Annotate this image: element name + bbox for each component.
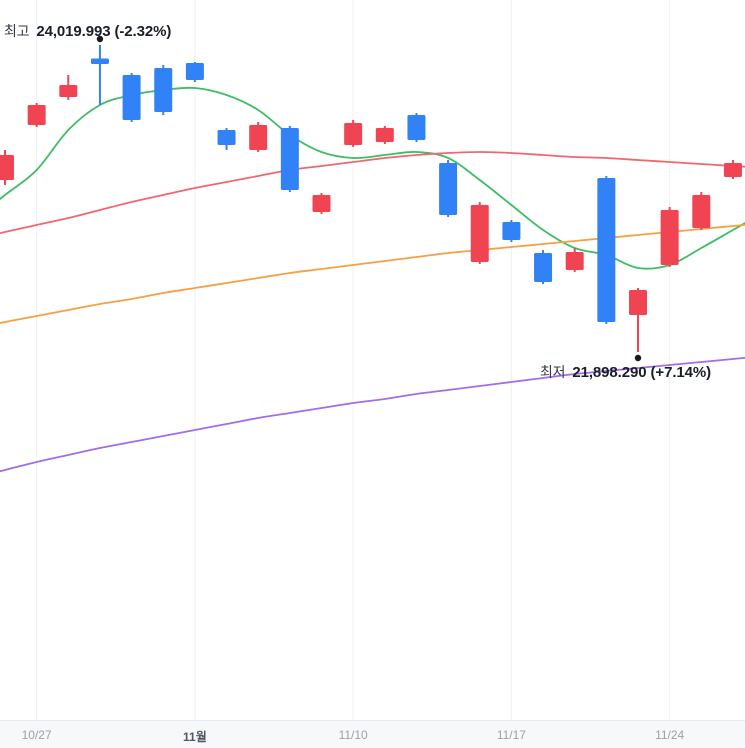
candle-body <box>249 125 268 151</box>
ma-line-ma120 <box>0 356 745 473</box>
low-marker-dot <box>634 354 642 362</box>
candle-body <box>122 74 141 120</box>
candle-body <box>629 290 647 316</box>
candle-body <box>312 195 331 213</box>
candle-body <box>597 178 616 323</box>
low-annotation-label: 최저 <box>540 364 566 380</box>
candle-body <box>344 122 363 145</box>
x-axis-label-11월: 11월 <box>183 730 207 744</box>
candle-body <box>470 205 489 262</box>
x-axis-label-11-10: 11/10 <box>338 728 368 742</box>
x-axis-label-10-27: 10/27 <box>21 728 52 742</box>
ma-line-ma20 <box>0 151 745 235</box>
high-annotation-label: 최고 <box>4 23 30 39</box>
candle-body <box>407 115 426 141</box>
candle-body <box>280 127 299 190</box>
candle-body <box>217 129 236 145</box>
ma-line-ma60 <box>0 223 745 324</box>
high-annotation-value: 24,019.993 (-2.32%) <box>36 23 172 40</box>
candle-body <box>0 154 14 180</box>
candle-body <box>375 127 394 143</box>
candle-body <box>27 105 46 126</box>
candle-body <box>534 252 553 282</box>
candle-body <box>185 62 204 81</box>
high-marker-dot <box>96 35 104 43</box>
candle-body <box>439 162 458 216</box>
high-annotation: 최고 24,019.993 (-2.32%) <box>4 21 171 41</box>
x-axis-label-11-24: 11/24 <box>655 728 685 742</box>
candle-body <box>154 68 173 112</box>
x-axis-label-11-17: 11/17 <box>496 728 526 742</box>
ma-line-ma5 <box>0 86 745 270</box>
low-annotation-value: 21,898.290 (+7.14%) <box>572 364 711 381</box>
low-annotation: 최저 21,898.290 (+7.14%) <box>540 362 711 382</box>
x-axis: 10/27 11월 11/10 11/17 11/24 <box>0 720 745 748</box>
candle-body <box>59 84 78 97</box>
candle-body <box>90 58 109 64</box>
candle-body <box>723 162 742 178</box>
candle-body <box>660 210 679 265</box>
candle-body <box>565 251 584 270</box>
candle-body <box>692 195 711 229</box>
candle-body <box>502 222 521 241</box>
